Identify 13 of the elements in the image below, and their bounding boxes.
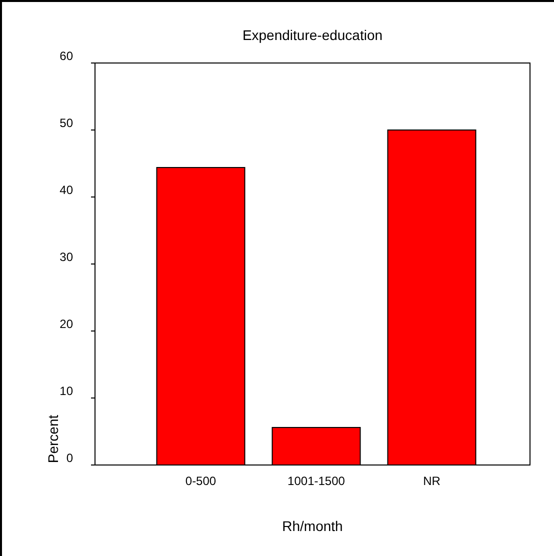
y-axis-title: Percent [45,414,61,464]
y-tick-label: 40 [60,183,74,197]
x-axis-title: Rh/month [282,518,343,534]
x-tick-label: 0-500 [185,474,216,488]
y-tick-label: 0 [66,451,74,465]
y-tick-label: 30 [60,250,74,264]
x-tick-label: NR [423,474,441,488]
y-tick-label: 50 [60,116,74,130]
y-tick-label: 20 [60,317,74,331]
chart-title: Expenditure-education [242,27,383,43]
y-tick-label: 60 [60,49,74,63]
x-tick-label: 1001-1500 [288,474,346,488]
y-tick-label: 10 [60,384,74,398]
